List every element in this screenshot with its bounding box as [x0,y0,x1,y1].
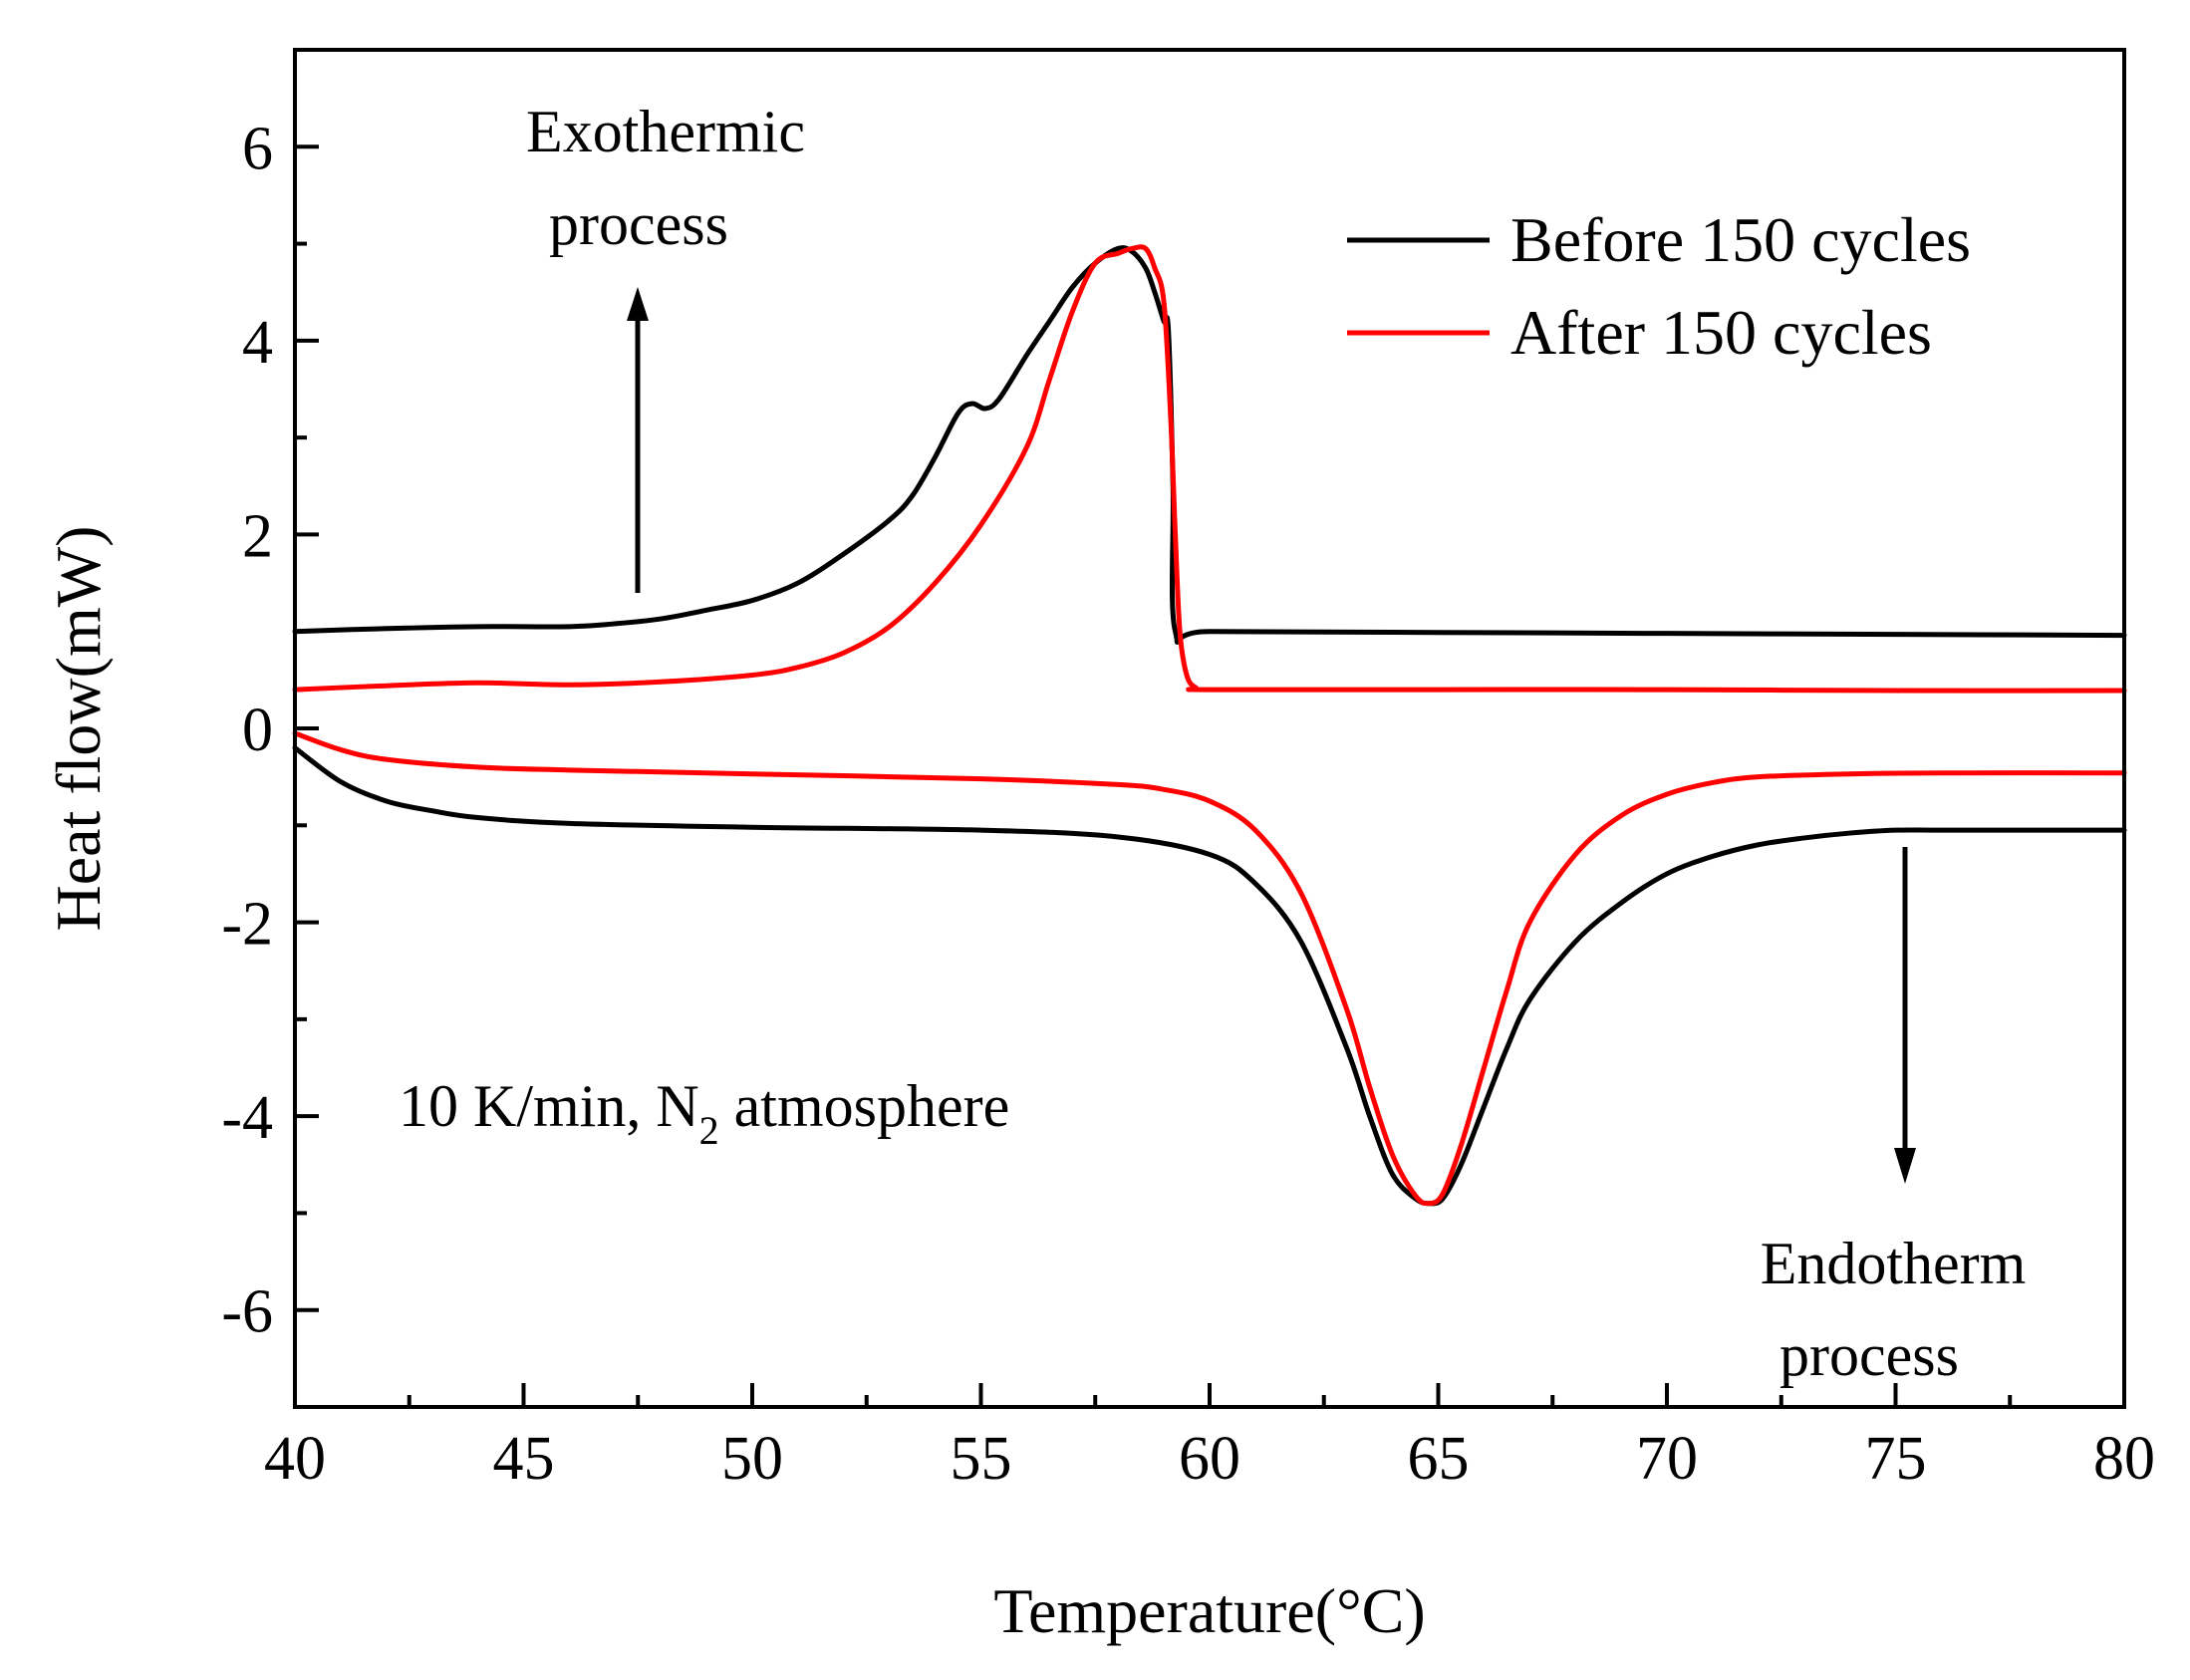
curve-group [292,244,2127,1207]
x-tick-label: 80 [2093,1425,2155,1493]
legend: Before 150 cycles After 150 cycles [1347,204,1971,368]
after-150-cycles-heating-curve [292,730,2127,1207]
legend-label-before: Before 150 cycles [1510,204,1971,275]
conditions-tail: atmosphere [719,1073,1010,1139]
y-tick-label: 0 [242,697,273,764]
endotherm-label-line1: Endotherm [1761,1231,2027,1296]
y-tick-label: 4 [242,309,273,377]
x-tick-label: 40 [264,1425,326,1493]
y-tick-label: 6 [242,115,273,182]
y-tick-label: 2 [242,502,273,570]
y-axis-title: Heat flow(mW) [43,526,114,932]
conditions-subscript: 2 [699,1108,719,1153]
x-tick-label: 70 [1636,1425,1698,1493]
exothermic-annotation: Exothermic process [526,99,805,593]
conditions-main: 10 K/min, N [399,1073,699,1139]
after-150-cycles-cooling-curve [292,244,2127,694]
x-tick-label: 45 [493,1425,555,1493]
legend-label-after: After 150 cycles [1510,297,1932,368]
x-tick-label: 50 [721,1425,783,1493]
tick-group [293,48,2126,1409]
tick-label-group: 40 45 50 55 60 65 70 75 80 -6 -4 -2 0 2 4 6 [221,115,2155,1493]
y-tick-label: -6 [221,1278,273,1346]
x-tick-label: 55 [951,1425,1012,1493]
y-tick-label: -2 [221,891,273,959]
up-arrow-icon [627,287,649,321]
x-tick-label: 60 [1179,1425,1240,1493]
endotherm-annotation: Endotherm process [1761,847,2027,1388]
x-tick-label: 65 [1408,1425,1470,1493]
exothermic-label-line1: Exothermic [526,99,805,164]
x-axis-title: Temperature(°C) [993,1575,1425,1646]
x-tick-label: 75 [1865,1425,1927,1493]
down-arrow-icon [1894,1148,1916,1184]
before-150-cycles-cooling-curve [292,245,2127,645]
endotherm-label-line2: process [1779,1322,1959,1388]
conditions-label: 10 K/min, N2 atmosphere [399,1073,1009,1153]
exothermic-label-line2: process [549,191,728,257]
y-tick-label: -4 [221,1084,273,1152]
